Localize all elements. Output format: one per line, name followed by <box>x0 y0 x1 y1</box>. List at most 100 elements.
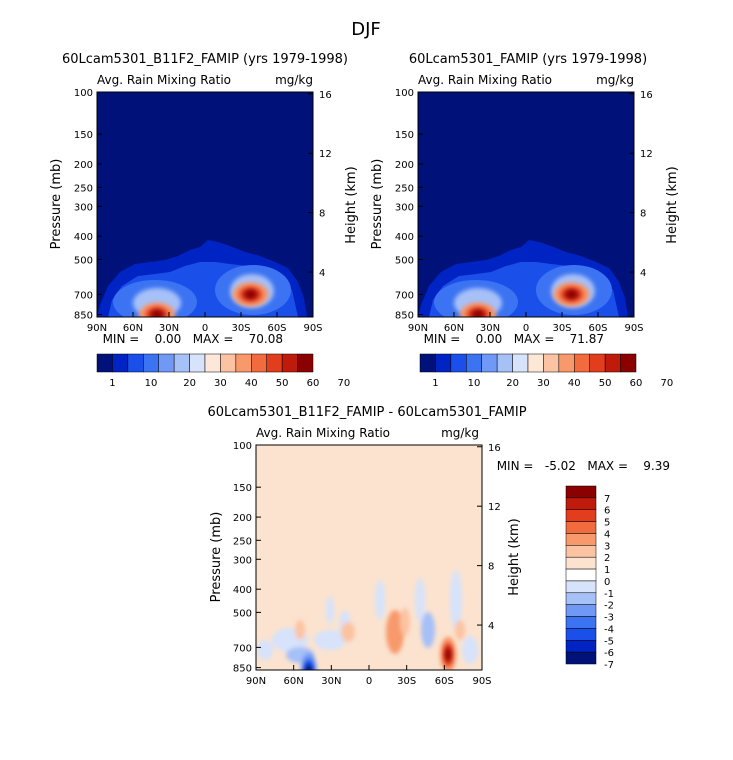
colorbar-swatch <box>466 353 482 373</box>
panel-right-field <box>418 92 634 317</box>
colorbar-label: 1 <box>432 378 438 389</box>
y-tick-label: 150 <box>233 483 252 494</box>
colorbar-swatch <box>297 353 314 373</box>
colorbar-label: 5 <box>604 518 610 529</box>
y-tick-label-right: 16 <box>640 90 653 101</box>
y-tick-label: 300 <box>233 555 252 566</box>
y-tick-label-right: 8 <box>488 562 494 573</box>
colorbar-swatch <box>512 353 529 373</box>
panel-diff-subtitle: Avg. Rain Mixing Ratio <box>256 426 390 440</box>
panel-left-field <box>97 92 313 317</box>
colorbar-swatch <box>589 353 606 373</box>
colorbar-label: 6 <box>604 506 610 517</box>
colorbar-label: 50 <box>276 378 289 389</box>
colorbar-swatch <box>565 485 597 499</box>
y-tick-label-right: 8 <box>319 209 325 220</box>
colorbar-swatch <box>543 353 560 373</box>
colorbar-label: 1 <box>109 378 115 389</box>
x-tick-label: 30S <box>552 323 571 334</box>
y-tick-label-right: 16 <box>319 90 332 101</box>
colorbar-label: 70 <box>660 378 673 389</box>
y-tick-label: 100 <box>233 441 252 452</box>
y-tick-label-right: 8 <box>640 209 646 220</box>
colorbar-label: 10 <box>145 378 158 389</box>
panel-diff-field <box>256 445 482 670</box>
colorbar-label: 30 <box>537 378 550 389</box>
panel-left-axes: 90N 60N 30N 0 30S 60S 90S 100 150 200 250 300 400 500… <box>74 88 332 334</box>
x-tick-label: 0 <box>366 676 372 687</box>
y-tick-label: 100 <box>74 88 93 99</box>
x-tick-label: 60S <box>267 323 286 334</box>
colorbar-label: -7 <box>604 660 614 671</box>
x-tick-label: 60N <box>123 323 143 334</box>
colorbar-swatch <box>565 568 597 582</box>
colorbar-swatch <box>435 353 452 373</box>
colorbar-swatch <box>565 545 597 558</box>
colorbar-swatch <box>565 628 597 641</box>
x-tick-label: 90N <box>87 323 107 334</box>
peak-mark <box>473 310 483 317</box>
colorbar-label: -5 <box>604 636 614 647</box>
y-tick-label-right: 12 <box>640 149 653 160</box>
y-tick-label: 400 <box>233 585 252 596</box>
panel-left-stats: MIN = 0.00 MAX = 70.08 <box>103 332 283 346</box>
y-tick-label-right: 12 <box>488 502 501 513</box>
colorbar-label: 10 <box>468 378 481 389</box>
peak-mark <box>303 659 314 670</box>
colorbar-swatch <box>189 353 206 373</box>
y-tick-label: 850 <box>233 664 252 675</box>
y-tick-label-right: 16 <box>488 443 501 454</box>
x-tick-label: 60N <box>284 676 304 687</box>
colorbar-label: 3 <box>604 541 610 552</box>
colorbar-swatch <box>565 651 597 665</box>
panel-diff-ylabel: Pressure (mb) <box>209 512 224 603</box>
colorbar-swatch <box>604 353 621 373</box>
colorbar-swatch <box>558 353 575 373</box>
colorbar-label: 20 <box>183 378 196 389</box>
peak-mark <box>245 290 256 299</box>
y-tick-label: 700 <box>395 290 414 301</box>
colorbar-label: -6 <box>604 648 614 659</box>
y-tick-label-right: 4 <box>488 621 494 632</box>
panel-right-peaks <box>460 282 590 317</box>
panel-left-ylabel: Pressure (mb) <box>49 159 64 250</box>
colorbar-swatch <box>620 353 637 373</box>
colorbar-swatch <box>565 533 597 546</box>
panel-right-ylabel: Pressure (mb) <box>370 159 385 250</box>
panel-right-units: mg/kg <box>596 73 634 87</box>
colorbar-label: -1 <box>604 589 614 600</box>
colorbar-swatch <box>565 497 597 510</box>
colorbar-swatch <box>143 353 159 373</box>
x-tick-label: 30N <box>480 323 500 334</box>
x-tick-label: 0 <box>202 323 208 334</box>
y-tick-label: 850 <box>74 311 93 322</box>
colorbar-swatch <box>158 353 175 373</box>
colorbar-swatch <box>235 353 252 373</box>
panel-right-colorbar: 1 10 20 30 40 50 60 70 <box>419 353 673 389</box>
panel-right: 60Lcam5301_FAMIP (yrs 1979-1998) Avg. Ra… <box>370 52 680 389</box>
y-tick-label: 500 <box>395 255 414 266</box>
colorbar-label: 60 <box>307 378 320 389</box>
colorbar-swatch <box>565 604 597 617</box>
y-tick-label: 250 <box>395 183 414 194</box>
colorbar-label: 30 <box>214 378 227 389</box>
peak-mark <box>305 664 312 670</box>
y-tick-label-right: 4 <box>319 268 325 279</box>
panel-diff-peaks <box>300 636 457 670</box>
y-tick-label: 200 <box>395 160 414 171</box>
colorbar-label: 2 <box>604 553 610 564</box>
y-tick-label: 400 <box>395 232 414 243</box>
y-tick-label: 500 <box>74 255 93 266</box>
colorbar-swatch <box>565 580 597 594</box>
panel-diff-stats: MIN = -5.02 MAX = 9.39 <box>497 459 670 473</box>
colorbar-swatch <box>266 353 283 373</box>
peak-mark <box>566 290 577 299</box>
y-tick-label: 700 <box>74 290 93 301</box>
y-tick-label: 150 <box>74 130 93 141</box>
colorbar-label: 70 <box>337 378 350 389</box>
y-tick-label: 700 <box>233 643 252 654</box>
colorbar-label: 7 <box>604 494 610 505</box>
colorbar-label: 0 <box>604 577 610 588</box>
peak-mark <box>445 647 452 662</box>
x-tick-label: 90S <box>303 323 322 334</box>
